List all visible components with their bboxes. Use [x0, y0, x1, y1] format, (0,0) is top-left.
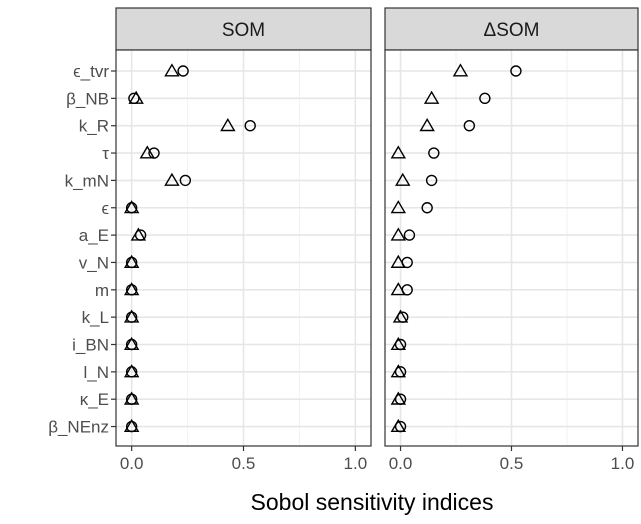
facet-panels: SOM 0.0 0.5 1.0 ΔSOM 0.0 0.5 1.0 — [115, 7, 639, 473]
triangle-point — [390, 145, 407, 159]
y-tick-label: l_N — [83, 363, 109, 382]
circle-point — [510, 65, 522, 77]
triangle-point — [123, 309, 140, 323]
y-tick-label: ϵ_tvr — [73, 62, 109, 81]
triangle-point — [123, 391, 140, 405]
triangle-point — [164, 63, 180, 77]
y-tick-label: κ_E — [80, 390, 109, 409]
facet-panel: ΔSOM 0.0 0.5 1.0 — [384, 7, 639, 473]
circle-point — [244, 119, 256, 132]
y-tick-label: ϵ — [101, 199, 109, 218]
triangle-point — [395, 172, 411, 186]
y-tick-label: k_L — [82, 308, 109, 327]
circle-point — [463, 119, 476, 132]
triangle-point — [423, 90, 440, 104]
x-tick-label: 0.5 — [500, 454, 524, 473]
circle-point — [403, 229, 416, 241]
circle-point — [421, 202, 433, 214]
triangle-point — [390, 391, 407, 405]
triangle-point — [390, 336, 407, 350]
triangle-point — [123, 364, 140, 378]
y-tick-label: k_R — [79, 117, 109, 136]
y-tick-label: a_E — [79, 226, 109, 245]
triangle-point — [390, 282, 407, 296]
triangle-point — [123, 200, 140, 214]
facet-title: SOM — [222, 20, 265, 41]
triangle-point — [390, 364, 407, 378]
triangle-point — [139, 145, 156, 159]
circle-point — [428, 147, 440, 159]
triangle-point — [392, 309, 409, 323]
circle-point — [179, 174, 192, 187]
x-tick-label: 0.0 — [120, 454, 144, 473]
triangle-point — [130, 227, 147, 241]
y-axis-labels: ϵ_tvr β_NB k_R τ k_mN ϵ a_E v_Nm k_L i_BN l_N κ_E β_… — [48, 62, 116, 437]
triangle-point — [123, 336, 140, 350]
triangle-point — [164, 172, 180, 186]
triangle-point — [220, 118, 236, 132]
facet-strip — [384, 7, 639, 51]
y-tick-label: k_mN — [65, 171, 109, 190]
x-tick-label: 0.0 — [389, 454, 413, 473]
triangle-point — [390, 418, 407, 433]
x-tick-label: 1.0 — [344, 454, 368, 473]
triangle-point — [390, 254, 407, 268]
y-tick-label: m — [95, 281, 109, 300]
y-tick-label: i_BN — [72, 336, 109, 355]
triangle-point — [123, 418, 140, 433]
triangle-point — [452, 63, 469, 77]
circle-point — [479, 92, 491, 105]
circle-point — [425, 174, 438, 187]
triangle-point — [419, 118, 435, 132]
triangle-point — [390, 227, 407, 241]
triangle-point — [123, 282, 140, 296]
triangle-point — [390, 200, 407, 214]
triangle-point — [128, 90, 144, 104]
facet-strip — [115, 7, 372, 51]
facet-title: ΔSOM — [484, 20, 540, 41]
x-tick-label: 1.0 — [611, 454, 635, 473]
y-tick-label: τ — [102, 144, 109, 163]
triangle-point — [123, 254, 140, 268]
x-axis-title: Sobol sensitivity indices — [251, 489, 494, 515]
y-tick-label: β_NB — [66, 89, 109, 108]
x-tick-label: 0.5 — [232, 454, 256, 473]
y-tick-label: β_NEnz — [48, 418, 109, 437]
facet-panel: SOM 0.0 0.5 1.0 — [115, 7, 372, 473]
y-tick-label: v_N — [79, 253, 109, 272]
circle-point — [177, 65, 189, 77]
